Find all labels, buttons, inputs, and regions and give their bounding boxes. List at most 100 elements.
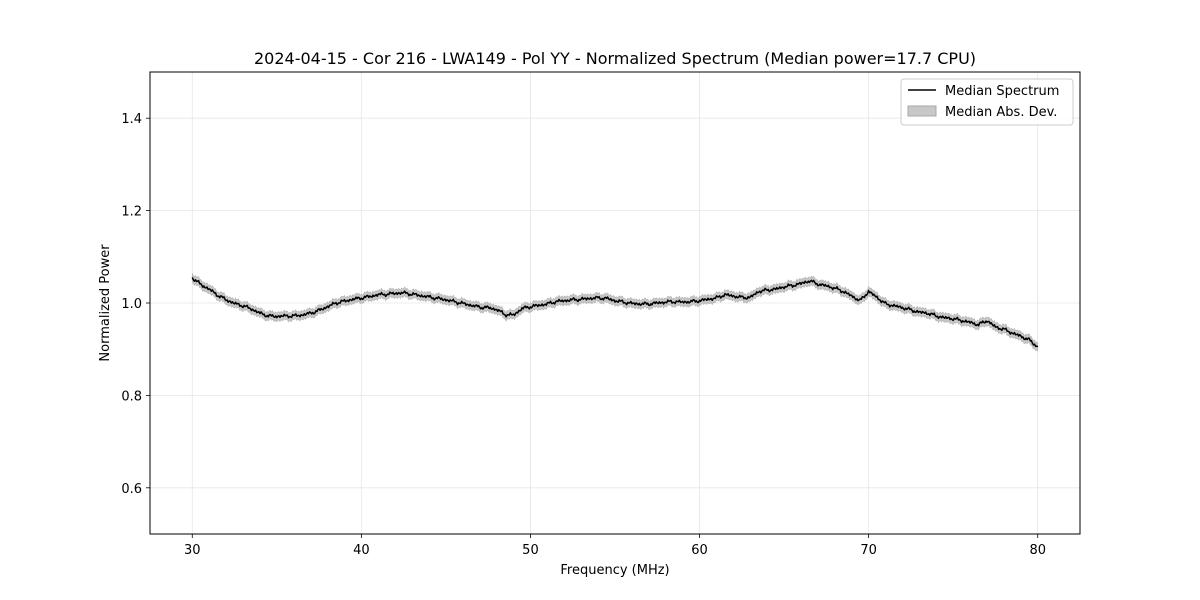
median-spectrum-point xyxy=(817,283,818,284)
median-spectrum-point xyxy=(395,293,396,294)
median-spectrum-point xyxy=(699,300,700,301)
median-spectrum-point xyxy=(936,315,937,316)
median-spectrum-point xyxy=(944,317,945,318)
median-spectrum-point xyxy=(547,303,548,304)
median-spectrum-point xyxy=(352,299,353,300)
median-spectrum-point xyxy=(614,300,615,301)
median-spectrum-point xyxy=(919,312,920,313)
median-spectrum-line xyxy=(191,277,1039,348)
x-tick-label: 60 xyxy=(691,543,708,558)
x-tick-label: 30 xyxy=(184,543,201,558)
median-spectrum-point xyxy=(910,309,911,310)
median-spectrum-point xyxy=(488,307,489,308)
median-spectrum-point xyxy=(961,320,962,321)
median-spectrum-point xyxy=(386,294,387,295)
x-tick-label: 40 xyxy=(353,543,370,558)
median-spectrum-point xyxy=(648,303,649,304)
legend-box xyxy=(900,78,1074,126)
median-spectrum-point xyxy=(437,298,438,299)
median-spectrum-point xyxy=(428,296,429,297)
median-spectrum-point xyxy=(851,295,852,296)
median-spectrum-point xyxy=(733,295,734,296)
median-spectrum-point xyxy=(251,308,252,309)
legend: Median Spectrum Median Abs. Dev. xyxy=(900,78,1074,126)
median-spectrum-point xyxy=(1020,336,1021,337)
legend-band-swatch xyxy=(907,105,937,117)
median-spectrum-point xyxy=(420,295,421,296)
median-spectrum-point xyxy=(834,288,835,289)
y-tick-label: 1.0 xyxy=(121,297,142,312)
y-tick-label: 1.2 xyxy=(121,205,142,220)
median-spectrum-point xyxy=(589,298,590,299)
median-spectrum-point xyxy=(665,301,666,302)
median-spectrum-point xyxy=(657,302,658,303)
median-spectrum-point xyxy=(403,292,404,293)
median-spectrum-point xyxy=(826,285,827,286)
median-spectrum-point xyxy=(327,306,328,307)
median-spectrum-point xyxy=(530,306,531,307)
median-spectrum-point xyxy=(259,313,260,314)
median-spectrum-point xyxy=(581,299,582,300)
y-tick-label: 1.4 xyxy=(121,112,142,127)
median-spectrum-point xyxy=(369,296,370,297)
median-spectrum-point xyxy=(876,297,877,298)
legend-entry-median-spectrum: Median Spectrum xyxy=(945,84,1059,99)
y-axis-ticks: 0.6 0.8 1.0 1.2 1.4 xyxy=(121,112,150,497)
median-spectrum-point xyxy=(986,320,987,321)
median-spectrum-point xyxy=(893,305,894,306)
median-spectrum-point xyxy=(724,294,725,295)
median-spectrum-point xyxy=(1012,332,1013,333)
median-spectrum-point xyxy=(302,314,303,315)
x-axis-ticks: 30 40 50 60 70 80 xyxy=(184,534,1046,558)
median-spectrum-point xyxy=(564,300,565,301)
median-spectrum-point xyxy=(335,302,336,303)
median-spectrum-point xyxy=(953,318,954,319)
median-spectrum-point xyxy=(378,294,379,295)
median-spectrum-point xyxy=(758,291,759,292)
median-spectrum-point xyxy=(783,286,784,287)
median-spectrum-point xyxy=(225,299,226,300)
median-spectrum-point xyxy=(200,284,201,285)
x-tick-label: 70 xyxy=(860,543,877,558)
median-spectrum-point xyxy=(800,283,801,284)
median-spectrum-point xyxy=(555,301,556,302)
median-spectrum-point xyxy=(843,291,844,292)
median-spectrum-point xyxy=(690,301,691,302)
median-spectrum-point xyxy=(268,315,269,316)
median-spectrum-point xyxy=(707,299,708,300)
median-spectrum-point xyxy=(479,307,480,308)
median-spectrum-point xyxy=(496,309,497,310)
median-spectrum-point xyxy=(521,308,522,309)
median-spectrum-point xyxy=(471,305,472,306)
median-spectrum-point xyxy=(623,301,624,302)
median-spectrum-point xyxy=(750,297,751,298)
x-tick-label: 80 xyxy=(1029,543,1046,558)
median-spectrum-point xyxy=(445,299,446,300)
median-spectrum-point xyxy=(597,297,598,298)
median-spectrum-point xyxy=(242,305,243,306)
y-axis-label: Normalized Power xyxy=(98,244,113,362)
median-spectrum-point xyxy=(344,301,345,302)
median-spectrum-point xyxy=(885,303,886,304)
median-spectrum-point xyxy=(293,315,294,316)
median-spectrum-point xyxy=(462,303,463,304)
y-tick-label: 0.8 xyxy=(121,389,142,404)
median-spectrum-point xyxy=(741,297,742,298)
median-spectrum-point xyxy=(454,301,455,302)
median-spectrum-point xyxy=(209,289,210,290)
median-spectrum-point xyxy=(217,295,218,296)
chart-title: 2024-04-15 - Cor 216 - LWA149 - Pol YY -… xyxy=(254,49,976,68)
median-spectrum-point xyxy=(538,305,539,306)
median-spectrum-point xyxy=(902,307,903,308)
median-spectrum-point xyxy=(411,294,412,295)
median-spectrum-point xyxy=(1003,329,1004,330)
median-spectrum-point xyxy=(927,313,928,314)
median-spectrum-point xyxy=(969,322,970,323)
median-spectrum-point xyxy=(860,300,861,301)
median-spectrum-point xyxy=(716,297,717,298)
median-spectrum-point xyxy=(192,277,193,278)
x-axis-label: Frequency (MHz) xyxy=(560,563,669,578)
median-spectrum-point xyxy=(631,303,632,304)
median-spectrum-point xyxy=(995,326,996,327)
